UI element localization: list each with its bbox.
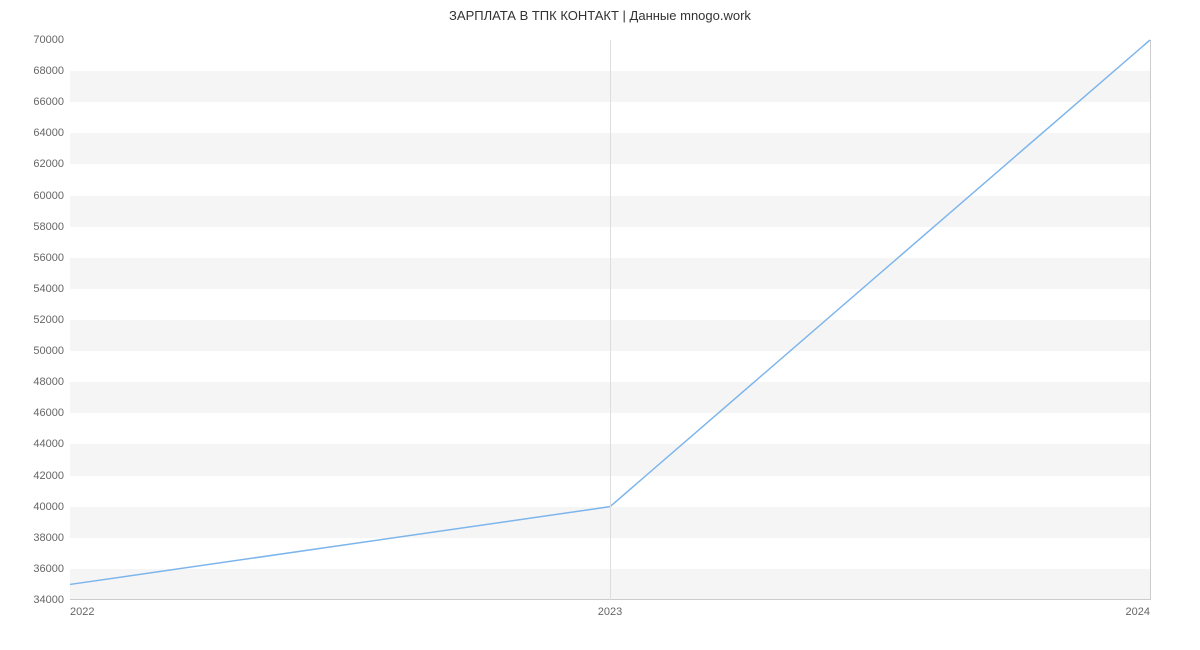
y-tick-label: 56000: [33, 252, 64, 264]
y-tick-label: 70000: [33, 34, 64, 46]
x-tick-label: 2024: [1126, 606, 1150, 618]
y-tick-label: 54000: [33, 283, 64, 295]
y-tick-label: 58000: [33, 221, 64, 233]
chart-title: ЗАРПЛАТА В ТПК КОНТАКТ | Данные mnogo.wo…: [0, 0, 1200, 23]
y-tick-label: 46000: [33, 407, 64, 419]
x-tick-label: 2023: [598, 606, 622, 618]
y-tick-label: 34000: [33, 594, 64, 606]
y-tick-label: 50000: [33, 345, 64, 357]
y-tick-label: 44000: [33, 438, 64, 450]
x-tick-label: 2022: [70, 606, 94, 618]
y-tick-label: 66000: [33, 96, 64, 108]
y-tick-label: 68000: [33, 65, 64, 77]
y-tick-label: 40000: [33, 501, 64, 513]
y-tick-label: 52000: [33, 314, 64, 326]
y-tick-label: 60000: [33, 190, 64, 202]
x-gridline: [610, 40, 611, 600]
y-tick-label: 38000: [33, 532, 64, 544]
plot-area: 3400036000380004000042000440004600048000…: [70, 40, 1151, 600]
y-tick-label: 62000: [33, 158, 64, 170]
y-tick-label: 36000: [33, 563, 64, 575]
y-tick-label: 48000: [33, 376, 64, 388]
salary-chart: ЗАРПЛАТА В ТПК КОНТАКТ | Данные mnogo.wo…: [0, 0, 1200, 650]
y-tick-label: 64000: [33, 127, 64, 139]
y-tick-label: 42000: [33, 470, 64, 482]
